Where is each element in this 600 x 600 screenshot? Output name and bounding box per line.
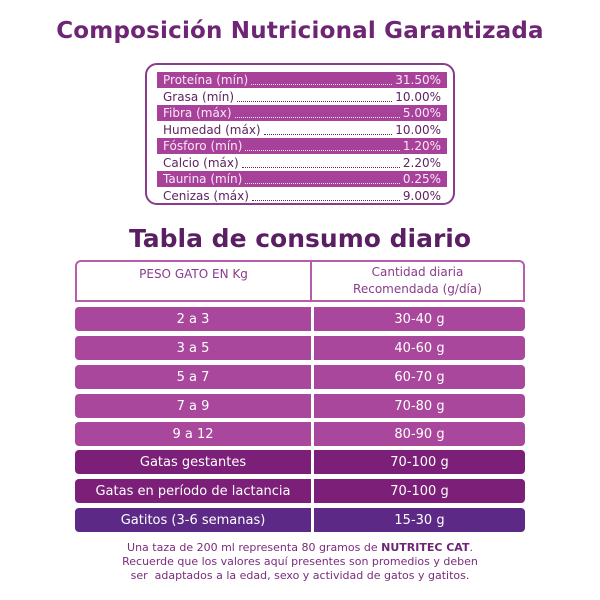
- amount-cell: 15-30 g: [314, 508, 525, 532]
- weight-cell: 5 a 7: [75, 365, 311, 389]
- brand-name: NUTRITEC CAT: [381, 541, 470, 554]
- footer-line1-prefix: Una taza de 200 ml representa 80 gramos …: [127, 541, 382, 554]
- nutrition-row: Fibra (máx) 5.00%: [157, 105, 447, 121]
- nutrient-label: Fibra (máx): [163, 106, 232, 120]
- nutrient-value: 1.20%: [402, 139, 441, 153]
- nutrition-box: Proteína (mín) 31.50% Grasa (mín) 10.00% F…: [145, 63, 455, 205]
- nutrient-value: 10.00%: [395, 122, 441, 137]
- nutrition-row: Fósforo (mín) 1.20%: [157, 138, 447, 154]
- weight-cell: 2 a 3: [75, 307, 311, 331]
- weight-cell: 3 a 5: [75, 336, 311, 360]
- nutrient-label: Taurina (mín): [163, 172, 243, 186]
- nutrient-label: Humedad (máx): [163, 122, 261, 137]
- nutrition-row: Grasa (mín) 10.00%: [157, 89, 447, 105]
- nutrient-label: Calcio (máx): [163, 155, 239, 170]
- nutrient-label: Grasa (mín): [163, 89, 234, 104]
- amount-cell: 60-70 g: [314, 365, 525, 389]
- amount-cell: 40-60 g: [314, 336, 525, 360]
- amount-cell: 70-100 g: [314, 450, 525, 474]
- footer-note: Una taza de 200 ml representa 80 gramos …: [0, 541, 600, 583]
- weight-cell: Gatitos (3-6 semanas): [75, 508, 311, 532]
- header-amount: Cantidad diaria Recomendada (g/día): [312, 260, 525, 302]
- header-amount-line2: Recomendada (g/día): [353, 282, 482, 296]
- amount-cell: 30-40 g: [314, 307, 525, 331]
- nutrition-title: Composición Nutricional Garantizada: [56, 18, 544, 44]
- nutrient-value: 9.00%: [402, 188, 441, 203]
- footer-line2: Recuerde que los valores aquí presentes …: [122, 555, 478, 568]
- nutrient-value: 10.00%: [395, 89, 441, 104]
- weight-cell: 7 a 9: [75, 394, 311, 418]
- amount-cell: 70-100 g: [314, 479, 525, 503]
- nutrient-value: 0.25%: [402, 172, 441, 186]
- nutrient-value: 31.50%: [395, 73, 441, 87]
- nutrition-row: Taurina (mín) 0.25%: [157, 171, 447, 187]
- nutrition-row: Cenizas (máx) 9.00%: [157, 188, 447, 204]
- amount-cell: 80-90 g: [314, 422, 525, 446]
- nutrition-row: Humedad (máx) 10.00%: [157, 122, 447, 138]
- header-amount-line1: Cantidad diaria: [371, 265, 464, 279]
- header-weight: PESO GATO EN Kg: [75, 260, 312, 302]
- weight-cell: Gatas gestantes: [75, 450, 311, 474]
- consumption-table-title: Tabla de consumo diario: [128, 224, 472, 253]
- footer-line3: ser adaptados a la edad, sexo y activida…: [130, 569, 470, 582]
- nutrient-value: 2.20%: [402, 155, 441, 170]
- nutrition-row: Proteína (mín) 31.50%: [157, 72, 447, 88]
- weight-cell: Gatas en período de lactancia: [75, 479, 311, 503]
- nutrient-label: Fósforo (mín): [163, 139, 243, 153]
- footer-line1-suffix: .: [469, 541, 473, 554]
- weight-cell: 9 a 12: [75, 422, 311, 446]
- nutrient-value: 5.00%: [402, 106, 441, 120]
- nutrition-row: Calcio (máx) 2.20%: [157, 155, 447, 171]
- amount-cell: 70-80 g: [314, 394, 525, 418]
- header-weight-label: PESO GATO EN Kg: [139, 267, 248, 281]
- nutrient-label: Proteína (mín): [163, 73, 249, 87]
- nutrient-label: Cenizas (máx): [163, 188, 249, 203]
